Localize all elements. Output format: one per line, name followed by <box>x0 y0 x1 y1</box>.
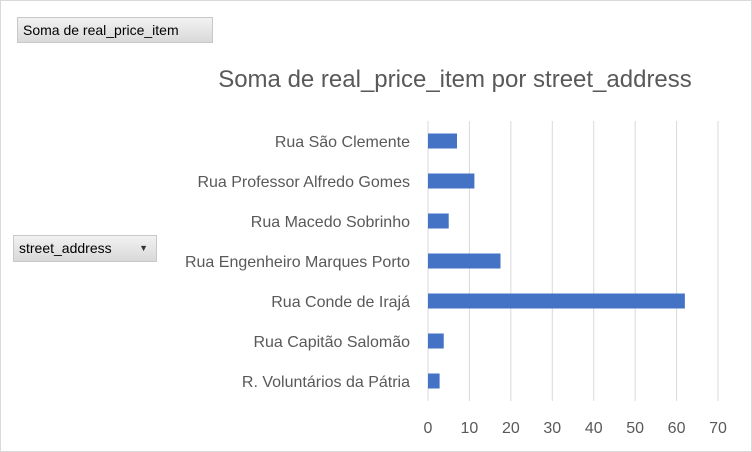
x-tick-label: 60 <box>668 420 686 437</box>
axis-field-label: street_address <box>19 240 112 256</box>
x-tick-labels: 0 10 20 30 40 50 60 70 <box>424 420 727 437</box>
x-tick-label: 70 <box>709 420 727 437</box>
values-field-button[interactable]: Soma de real_price_item <box>17 17 213 43</box>
values-field-label: Soma de real_price_item <box>23 22 179 38</box>
gridlines <box>427 121 719 401</box>
category-label: Rua Macedo Sobrinho <box>251 214 410 231</box>
chart-title: Soma de real_price_item por street_addre… <box>218 66 692 93</box>
category-labels: Rua São Clemente Rua Professor Alfredo Go… <box>185 134 410 391</box>
bar <box>428 133 457 149</box>
x-tick-label: 20 <box>502 420 520 437</box>
bar <box>428 173 475 189</box>
axis-field-button[interactable]: street_address ▼ <box>13 235 157 262</box>
category-label: Rua Conde de Irajá <box>271 294 410 311</box>
dropdown-arrow-icon[interactable]: ▼ <box>139 243 148 253</box>
bars <box>428 133 685 389</box>
bar <box>428 293 685 309</box>
bar <box>428 373 440 389</box>
x-tick-label: 0 <box>424 420 433 437</box>
x-tick-label: 40 <box>585 420 603 437</box>
category-label: R. Voluntários da Pátria <box>242 374 410 391</box>
category-label: Rua Engenheiro Marques Porto <box>185 254 410 271</box>
bar <box>428 213 449 229</box>
bar <box>428 333 444 349</box>
x-tick-label: 30 <box>543 420 561 437</box>
category-label: Rua Professor Alfredo Gomes <box>197 174 410 191</box>
category-label: Rua São Clemente <box>275 134 410 151</box>
category-label: Rua Capitão Salomão <box>253 334 410 351</box>
x-tick-label: 10 <box>461 420 479 437</box>
bar <box>428 253 501 269</box>
x-tick-label: 50 <box>626 420 644 437</box>
